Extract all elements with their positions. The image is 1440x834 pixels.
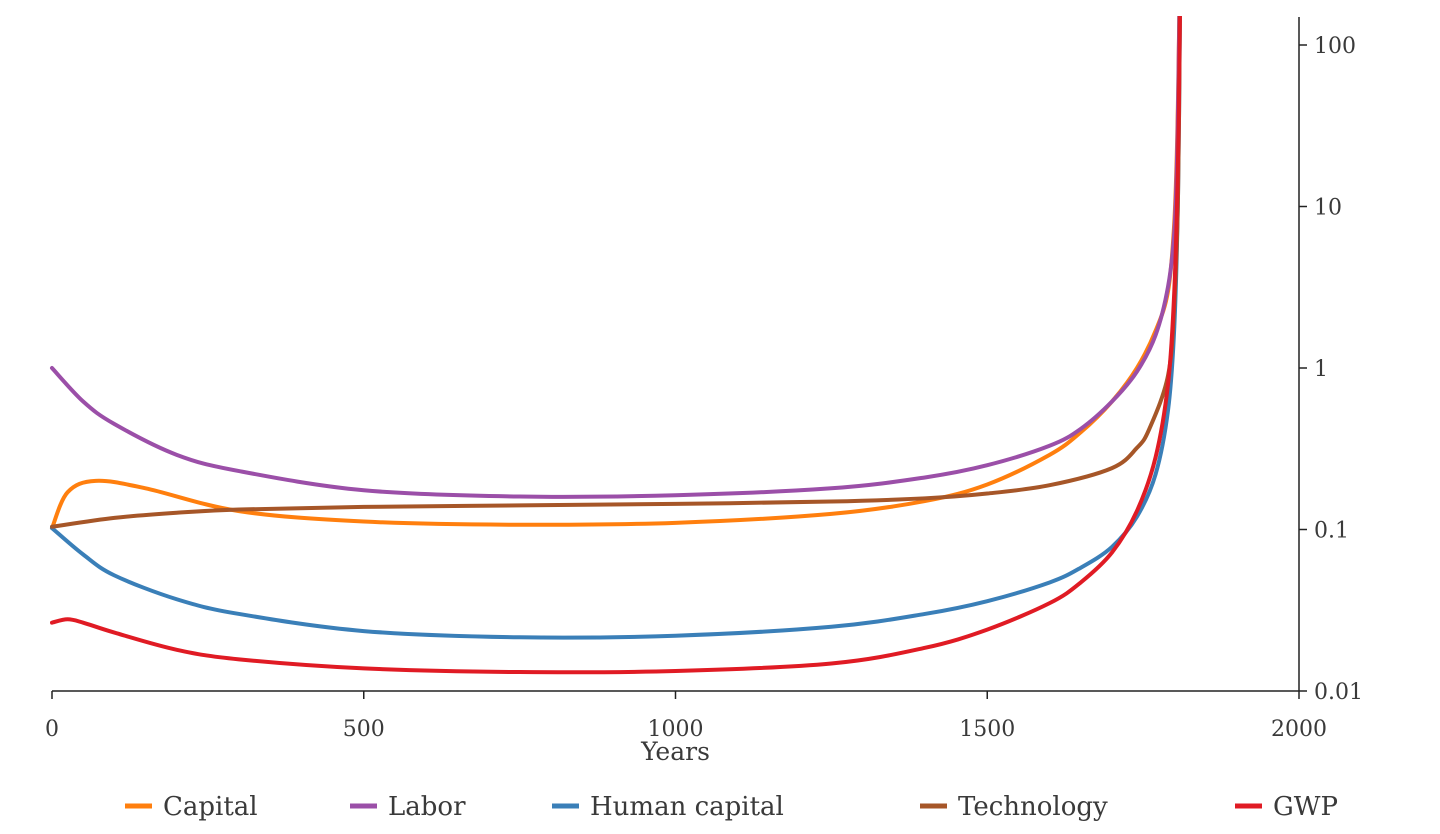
legend-label: GWP <box>1273 792 1338 822</box>
series-layer <box>50 16 1182 675</box>
y-tick-label: 0.01 <box>1314 680 1363 705</box>
x-tick-label: 500 <box>343 717 385 742</box>
series-line-technology <box>50 16 1182 529</box>
legend: Capital Labor Human capital Technology GWP <box>125 792 1338 822</box>
legend-label: Capital <box>163 792 258 822</box>
x-tick-label: 2000 <box>1271 717 1327 742</box>
y-tick-label: 10 <box>1314 196 1342 221</box>
series-line-labor <box>50 16 1182 499</box>
legend-label: Technology <box>958 792 1108 822</box>
x-tick-label: 1000 <box>648 717 704 742</box>
x-tick-label: 0 <box>45 717 59 742</box>
x-tick-label: 1500 <box>959 717 1015 742</box>
y-tick-label: 100 <box>1314 34 1356 59</box>
series-line-capital <box>50 16 1182 531</box>
y-tick-label: 0.1 <box>1314 519 1349 544</box>
y-ticks: 0.01 0.1 1 10 100 <box>1299 34 1363 705</box>
y-tick-label: 1 <box>1314 357 1328 382</box>
series-line-human-capital <box>50 16 1182 640</box>
series-line-gwp <box>50 16 1182 675</box>
legend-label: Human capital <box>590 792 784 822</box>
x-ticks: 0 500 1000 1500 2000 <box>45 691 1327 742</box>
legend-item-gwp: GWP <box>1235 792 1338 822</box>
legend-item-labor: Labor <box>350 792 466 822</box>
legend-item-capital: Capital <box>125 792 258 822</box>
legend-label: Labor <box>388 792 466 822</box>
legend-item-technology: Technology <box>920 792 1108 822</box>
legend-item-human-capital: Human capital <box>552 792 784 822</box>
x-axis-title: Years <box>640 737 710 766</box>
